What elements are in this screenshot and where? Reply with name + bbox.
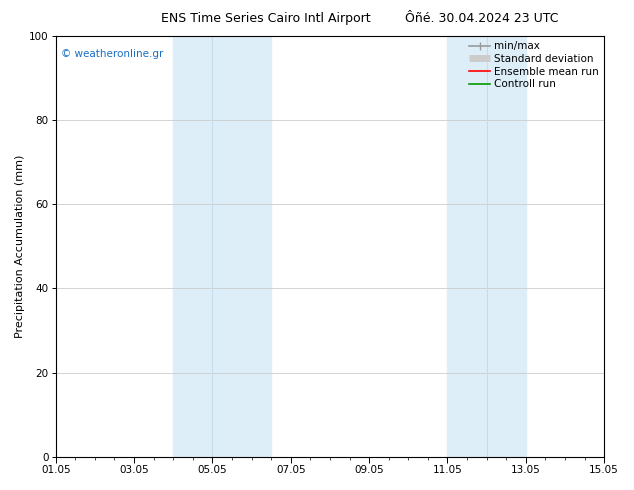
Bar bbox=[448, 36, 526, 457]
Bar bbox=[173, 36, 271, 457]
Text: © weatheronline.gr: © weatheronline.gr bbox=[61, 49, 164, 59]
Text: Ôñé. 30.04.2024 23 UTC: Ôñé. 30.04.2024 23 UTC bbox=[405, 12, 559, 25]
Y-axis label: Precipitation Accumulation (mm): Precipitation Accumulation (mm) bbox=[15, 155, 25, 338]
Legend: min/max, Standard deviation, Ensemble mean run, Controll run: min/max, Standard deviation, Ensemble me… bbox=[466, 38, 602, 92]
Text: ENS Time Series Cairo Intl Airport: ENS Time Series Cairo Intl Airport bbox=[162, 12, 371, 25]
